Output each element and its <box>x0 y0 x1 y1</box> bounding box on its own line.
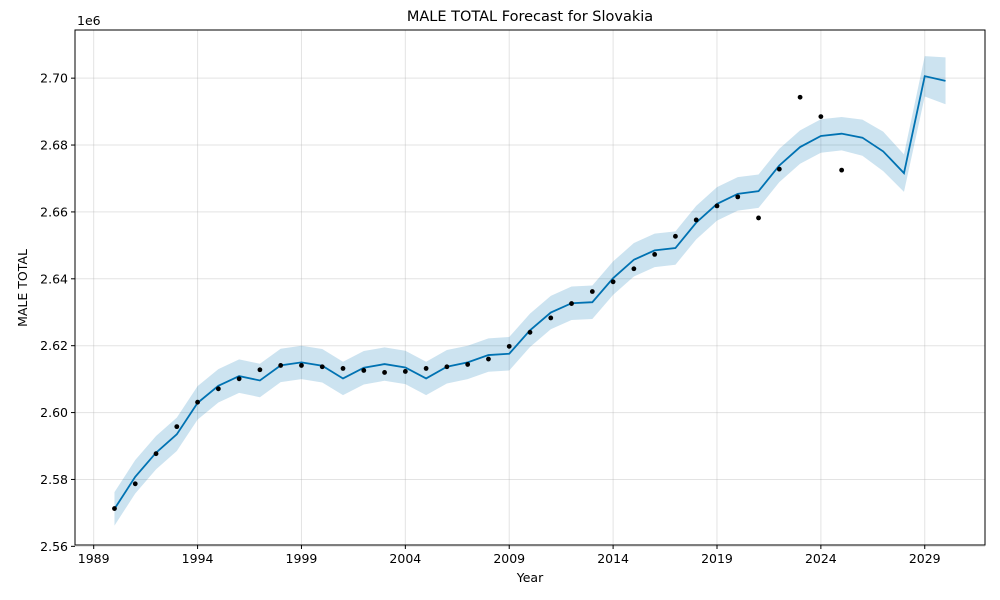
x-tick-label: 2009 <box>493 551 525 566</box>
x-tick-label: 2019 <box>701 551 733 566</box>
observed-point <box>610 279 616 285</box>
observed-point <box>382 370 387 375</box>
observed-point <box>278 363 284 368</box>
y-tick-label: 2.56 <box>40 539 68 554</box>
observed-point <box>257 367 263 373</box>
x-gridlines <box>93 30 926 545</box>
observed-point <box>714 203 720 209</box>
observed-point <box>195 399 200 405</box>
x-axis-ticks: 1989 1994 1999 2004 2009 2014 2019 2024 2029 <box>78 545 941 566</box>
observed-point <box>735 194 741 200</box>
y-tick-label: 2.66 <box>40 204 68 219</box>
x-tick-label: 2024 <box>805 551 837 566</box>
observed-point <box>756 215 761 221</box>
y-tick-label: 2.64 <box>40 271 68 286</box>
x-tick-label: 2029 <box>909 551 941 566</box>
observed-point <box>652 251 658 257</box>
y-tick-label: 2.70 <box>40 71 68 86</box>
x-tick-label: 1994 <box>182 551 214 566</box>
observed-point <box>486 356 491 362</box>
y-tick-label: 2.60 <box>40 405 68 420</box>
observed-point <box>340 366 346 371</box>
y-tick-label: 2.68 <box>40 138 68 153</box>
observed-point <box>673 233 678 239</box>
observed-point <box>631 266 637 272</box>
observed-point <box>444 364 450 370</box>
observed-point <box>548 315 554 321</box>
observed-point <box>818 114 824 120</box>
observed-point <box>215 386 221 392</box>
observed-point <box>423 366 429 371</box>
observed-point <box>299 363 304 368</box>
y-tick-label: 2.58 <box>40 472 68 487</box>
y-tick-label: 2.62 <box>40 338 68 353</box>
observed-point <box>465 362 471 367</box>
observed-point <box>361 368 367 373</box>
x-tick-label: 2004 <box>389 551 421 566</box>
observed-point <box>839 167 845 173</box>
observed-point <box>236 376 242 382</box>
y-axis-ticks: 2.56 2.58 2.60 2.62 2.64 2.66 2.68 2.70 <box>40 71 75 554</box>
y-axis-offset-label: 1e6 <box>77 13 101 28</box>
observed-point <box>569 301 574 306</box>
x-tick-label: 2014 <box>597 551 629 566</box>
observed-point <box>174 424 180 430</box>
observed-point <box>112 506 117 511</box>
x-tick-label: 1999 <box>286 551 318 566</box>
observed-point <box>589 289 595 294</box>
observed-point <box>402 369 408 374</box>
observed-point <box>797 94 803 100</box>
observed-point <box>132 481 138 487</box>
y-axis-label: MALE TOTAL <box>15 249 30 327</box>
observed-point <box>506 343 512 349</box>
observed-point <box>527 329 533 335</box>
x-tick-label: 1989 <box>78 551 110 566</box>
observed-points <box>112 94 845 511</box>
y-gridlines <box>75 77 985 547</box>
x-axis-label: Year <box>516 570 544 585</box>
chart-title: MALE TOTAL Forecast for Slovakia <box>407 9 653 25</box>
observed-point <box>776 166 782 172</box>
observed-point <box>153 451 159 457</box>
plot-frame <box>74 29 986 546</box>
observed-point <box>693 217 699 223</box>
observed-point <box>319 364 325 370</box>
